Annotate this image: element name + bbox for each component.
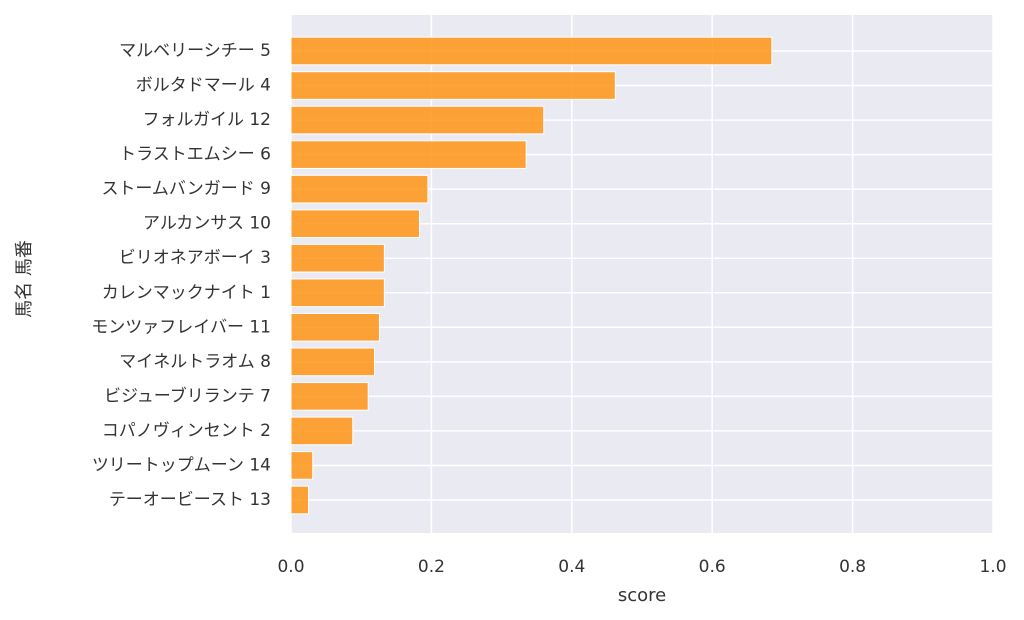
bar bbox=[290, 347, 376, 377]
bar bbox=[290, 36, 773, 66]
y-tick-label: ツリートップムーン 14 bbox=[92, 455, 271, 475]
x-tick-label: 0.4 bbox=[558, 557, 585, 577]
y-tick-label: ストームバンガード 9 bbox=[101, 179, 271, 199]
y-tick-label: テーオービースト 13 bbox=[109, 490, 271, 510]
bar bbox=[290, 209, 420, 239]
plot-area bbox=[291, 15, 993, 533]
y-tick-labels: マルベリーシチー 5 ボルタドマール 4 フォルガイル 12 トラストエムシー 6 スト… bbox=[91, 41, 271, 510]
bar bbox=[290, 416, 354, 446]
x-tick-label: 0.0 bbox=[277, 557, 304, 577]
y-tick-label: コパノヴィンセント 2 bbox=[102, 421, 271, 441]
y-axis-title: 馬名 馬番 bbox=[14, 240, 35, 318]
bar bbox=[290, 140, 527, 169]
bar bbox=[290, 105, 545, 135]
y-tick-label: マイネルトラオム 8 bbox=[119, 352, 271, 372]
x-tick-label: 0.6 bbox=[699, 557, 726, 577]
bar bbox=[290, 71, 616, 100]
bar bbox=[290, 451, 314, 480]
y-tick-label: ボルタドマール 4 bbox=[136, 76, 271, 96]
y-tick-label: アルカンサス 10 bbox=[143, 214, 271, 234]
x-tick-label: 0.2 bbox=[418, 557, 445, 577]
bar bbox=[290, 174, 429, 204]
y-tick-label: フォルガイル 12 bbox=[142, 110, 271, 130]
x-axis-title: score bbox=[618, 585, 666, 606]
bar bbox=[290, 312, 380, 342]
bars bbox=[290, 36, 773, 515]
y-tick-label: ビジューブリランテ 7 bbox=[104, 385, 271, 406]
x-tick-label: 0.8 bbox=[839, 557, 866, 577]
y-tick-label: マルベリーシチー 5 bbox=[119, 41, 271, 61]
y-tick-label: カレンマックナイト 1 bbox=[102, 283, 271, 303]
bar bbox=[290, 382, 369, 411]
bar bbox=[290, 243, 385, 273]
x-tick-label: 1.0 bbox=[979, 557, 1006, 577]
bar bbox=[290, 485, 310, 515]
x-tick-labels: 0.0 0.2 0.4 0.6 0.8 1.0 bbox=[277, 557, 1006, 577]
y-tick-label: モンツァフレイバー 11 bbox=[91, 317, 271, 337]
bar bbox=[290, 278, 385, 308]
y-tick-label: ビリオネアボーイ 3 bbox=[119, 248, 271, 268]
y-tick-label: トラストエムシー 6 bbox=[119, 145, 271, 165]
